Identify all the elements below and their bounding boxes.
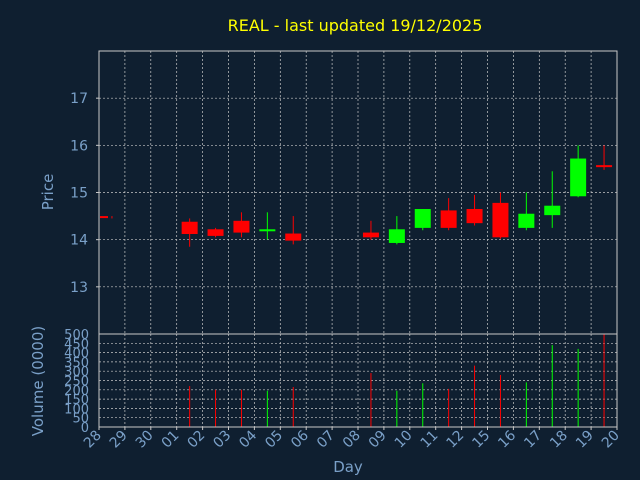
price-axis-label: Price [39,174,57,211]
price-tick-label: 16 [70,138,88,154]
candle-body [100,216,108,219]
candle-body [544,205,561,216]
volume-tick-label: 300 [64,365,89,380]
volume-tick-label: 400 [64,347,89,362]
candle-body [362,232,379,238]
candle-body [492,202,509,238]
candle-body [285,233,302,241]
price-tick-label: 17 [70,91,88,107]
volume-tick-label: 200 [64,384,89,399]
candle-body [181,221,198,235]
volume-tick-label: 250 [64,375,89,390]
candle-body [259,229,276,232]
volume-bars [189,334,605,427]
price-tick-label: 14 [70,233,88,249]
price-candles [100,145,613,247]
volume-tick-label: 150 [64,393,89,408]
volume-axis-label: Volume (0000) [29,326,47,436]
candle-body [233,220,250,233]
volume-panel-border [98,333,618,428]
price-tick-label: 15 [70,186,88,202]
volume-tick-label: 350 [64,356,89,371]
volume-tick-label: 500 [64,328,89,343]
candle-body [466,209,483,224]
chart-title: REAL - last updated 19/12/2025 [228,16,483,35]
candle-body [207,229,224,236]
price-tick-label: 13 [70,280,88,296]
volume-tick-label: 450 [64,337,89,352]
volume-tick-label: 50 [72,412,89,427]
x-axis-label: Day [333,458,363,476]
candle-body [570,158,587,197]
candle-body [440,210,457,228]
volume-tick-label: 0 [81,421,89,436]
candle-body [414,209,431,228]
candle-body [596,165,613,168]
candle-body [388,229,405,243]
volume-tick-label: 100 [64,402,89,417]
candle-body [518,213,535,228]
